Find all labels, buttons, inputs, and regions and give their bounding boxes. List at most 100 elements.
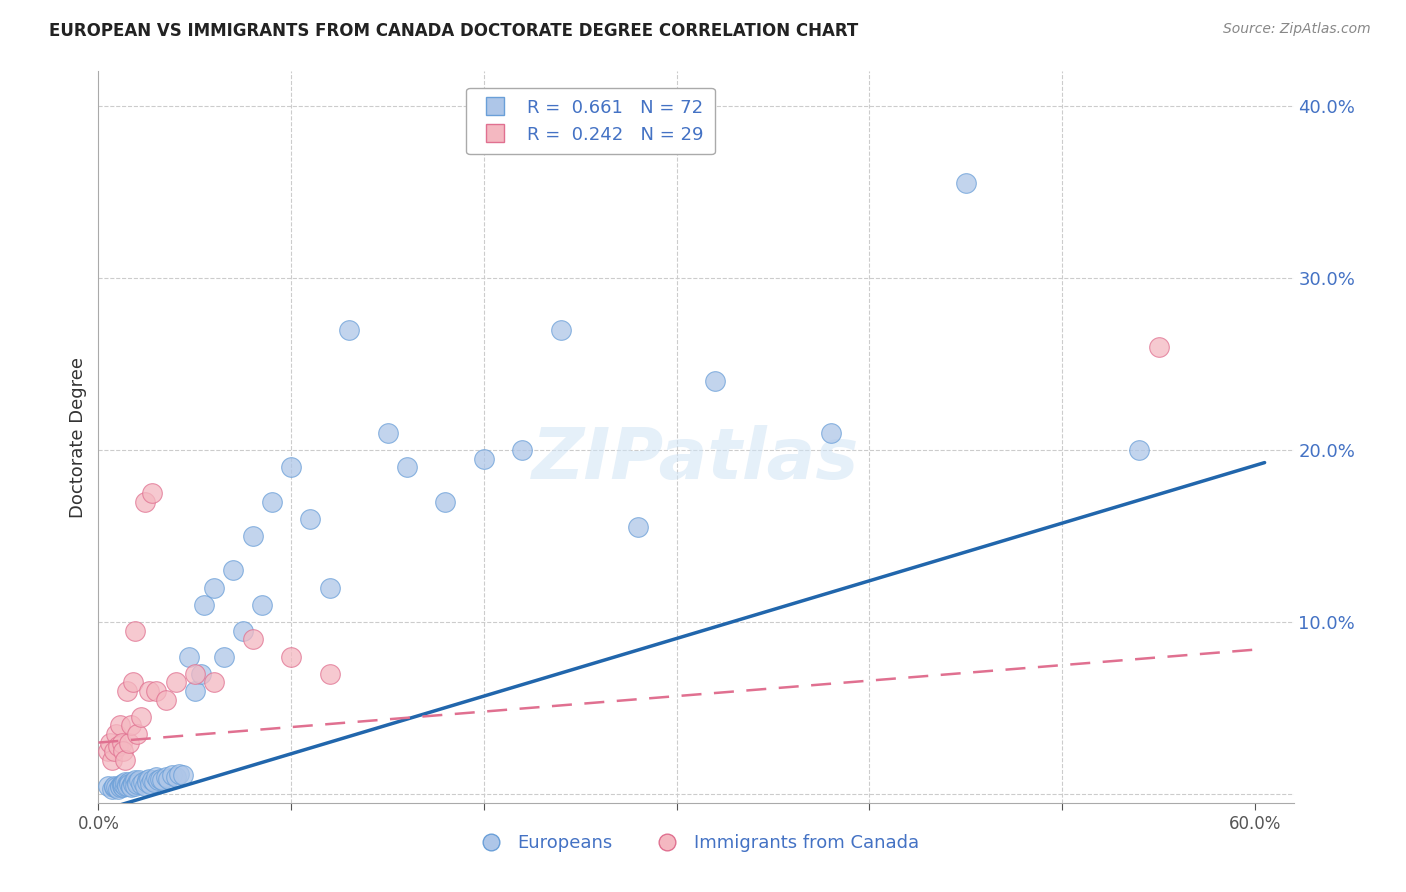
Point [117, 777, 139, 791]
Point [160, 768, 183, 782]
Point [101, 753, 124, 767]
Point [212, 649, 235, 664]
Point [110, 779, 132, 793]
Point [377, 425, 399, 440]
Point [145, 684, 167, 698]
Point [156, 772, 179, 786]
Point [124, 624, 146, 638]
Point [132, 775, 155, 789]
Point [260, 494, 283, 508]
Point [101, 782, 124, 797]
Point [97, 779, 120, 793]
Point [125, 777, 148, 791]
Point [141, 773, 163, 788]
Point [112, 780, 135, 795]
Point [1128, 442, 1150, 457]
Point [172, 768, 194, 782]
Point [190, 666, 212, 681]
Point [112, 744, 135, 758]
Point [252, 598, 274, 612]
Point [108, 780, 131, 795]
Point [242, 632, 264, 647]
Legend: Europeans, Immigrants from Canada: Europeans, Immigrants from Canada [465, 827, 927, 860]
Point [337, 322, 360, 336]
Point [177, 649, 200, 664]
Point [117, 779, 139, 793]
Point [319, 666, 342, 681]
Point [112, 777, 135, 791]
Point [120, 779, 142, 793]
Point [165, 675, 187, 690]
Point [319, 581, 342, 595]
Point [97, 744, 120, 758]
Point [395, 460, 418, 475]
Point [118, 735, 141, 749]
Point [434, 494, 457, 508]
Point [280, 460, 302, 475]
Point [114, 753, 136, 767]
Point [103, 744, 125, 758]
Point [184, 666, 207, 681]
Point [138, 772, 160, 786]
Point [193, 598, 215, 612]
Point [148, 773, 170, 788]
Point [108, 718, 131, 732]
Point [222, 564, 245, 578]
Point [122, 775, 145, 789]
Point [627, 520, 650, 534]
Point [135, 775, 157, 789]
Point [169, 766, 191, 780]
Point [145, 770, 167, 784]
Point [138, 684, 160, 698]
Point [155, 692, 177, 706]
Point [104, 727, 127, 741]
Point [120, 780, 142, 795]
Point [110, 735, 132, 749]
Point [704, 374, 727, 388]
Point [110, 777, 132, 791]
Point [1147, 340, 1170, 354]
Point [202, 581, 225, 595]
Point [472, 451, 495, 466]
Point [820, 425, 842, 440]
Point [232, 624, 254, 638]
Point [124, 779, 146, 793]
Point [114, 775, 136, 789]
Point [107, 739, 129, 753]
Point [150, 773, 173, 788]
Point [108, 779, 131, 793]
Point [280, 649, 302, 664]
Point [128, 773, 150, 788]
Point [129, 777, 152, 791]
Point [118, 777, 141, 791]
Point [143, 775, 166, 789]
Point [202, 675, 225, 690]
Point [114, 779, 136, 793]
Point [512, 442, 534, 457]
Point [103, 779, 125, 793]
Point [184, 684, 207, 698]
Y-axis label: Doctorate Degree: Doctorate Degree [69, 357, 87, 517]
Text: Source: ZipAtlas.com: Source: ZipAtlas.com [1223, 22, 1371, 37]
Point [120, 718, 142, 732]
Point [118, 775, 141, 789]
Point [149, 772, 172, 786]
Point [139, 777, 162, 791]
Point [135, 773, 157, 788]
Point [125, 727, 148, 741]
Point [107, 782, 129, 797]
Point [134, 779, 156, 793]
Point [299, 512, 322, 526]
Point [122, 777, 145, 791]
Point [117, 684, 139, 698]
Point [124, 773, 146, 788]
Point [125, 775, 148, 789]
Point [98, 735, 121, 749]
Text: ZIPatlas: ZIPatlas [533, 425, 859, 493]
Point [165, 770, 187, 784]
Point [122, 675, 145, 690]
Text: EUROPEAN VS IMMIGRANTS FROM CANADA DOCTORATE DEGREE CORRELATION CHART: EUROPEAN VS IMMIGRANTS FROM CANADA DOCTO… [49, 22, 859, 40]
Point [104, 780, 127, 795]
Point [141, 486, 163, 500]
Point [955, 176, 977, 190]
